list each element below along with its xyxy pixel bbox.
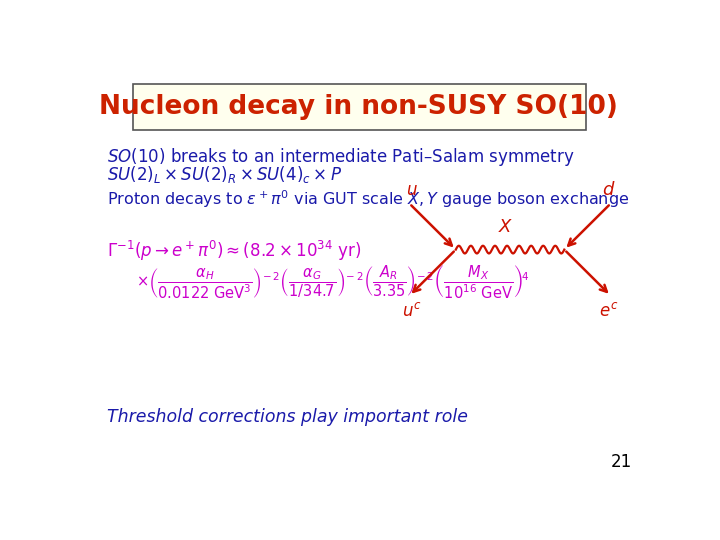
Text: $SO(10)$ breaks to an intermediate Pati–Salam symmetry: $SO(10)$ breaks to an intermediate Pati–… <box>107 146 575 168</box>
Text: $\Gamma^{-1}(p \rightarrow e^+\pi^0) \approx (8.2 \times 10^{34}\ \mathrm{yr})$: $\Gamma^{-1}(p \rightarrow e^+\pi^0) \ap… <box>107 239 361 263</box>
Text: $e^c$: $e^c$ <box>599 302 618 320</box>
Text: 21: 21 <box>611 454 632 471</box>
Text: $SU(2)_L \times SU(2)_R \times SU(4)_c \times P$: $SU(2)_L \times SU(2)_R \times SU(4)_c \… <box>107 164 342 185</box>
FancyBboxPatch shape <box>132 84 586 130</box>
Text: $u^c$: $u^c$ <box>402 302 421 320</box>
Text: $X$: $X$ <box>498 218 514 236</box>
Text: $\times \left( \dfrac{\alpha_H}{0.0122\ \mathrm{GeV}^3} \right)^{\!-2}\left( \df: $\times \left( \dfrac{\alpha_H}{0.0122\ … <box>137 263 530 301</box>
Text: Proton decays to $\epsilon^+\pi^0$ via GUT scale $X, Y$ gauge boson exchange: Proton decays to $\epsilon^+\pi^0$ via G… <box>107 188 629 211</box>
Text: Threshold corrections play important role: Threshold corrections play important rol… <box>107 408 468 427</box>
Text: $u$: $u$ <box>406 181 418 199</box>
Text: Nucleon decay in non-SUSY SO(10): Nucleon decay in non-SUSY SO(10) <box>99 94 618 120</box>
Text: $d$: $d$ <box>602 181 615 199</box>
